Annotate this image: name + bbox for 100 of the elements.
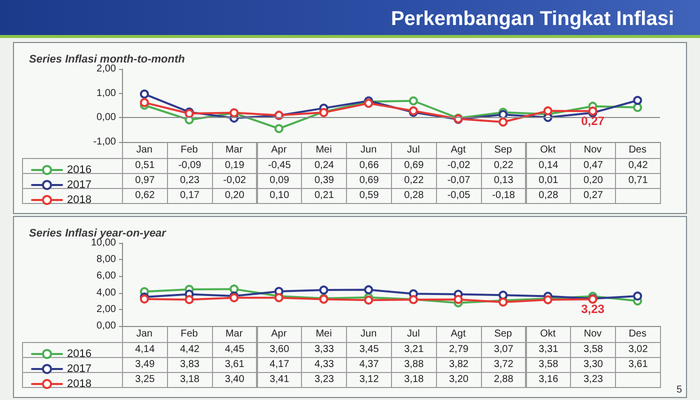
data-label: 4,45	[212, 342, 258, 358]
data-label: 3,20	[436, 372, 482, 388]
legend-label: 2017	[67, 179, 92, 191]
data-label: 0,22	[480, 158, 526, 174]
data-label: 3,40	[212, 372, 258, 388]
data-label: 0,13	[480, 173, 526, 189]
data-label: 3,58	[526, 357, 572, 373]
y-tick-label: 10,00	[90, 238, 116, 248]
data-label: -0,18	[480, 188, 526, 204]
data-label: 3,88	[391, 357, 437, 373]
data-label: 2,79	[436, 342, 482, 358]
legend-label: 2018	[67, 194, 92, 206]
data-label: 3,21	[391, 342, 437, 358]
data-label: 0,28	[526, 188, 572, 204]
data-label: 3,31	[526, 342, 572, 358]
data-label: 0,01	[526, 173, 572, 189]
data-label: 0,51	[122, 158, 168, 174]
data-label: 3,18	[166, 372, 213, 388]
data-label: 0,14	[526, 158, 572, 174]
x-tick-label: Des	[628, 144, 646, 156]
data-label: 3,58	[570, 342, 616, 358]
data-label: -0,05	[436, 188, 482, 204]
data-label: 0,23	[166, 173, 213, 189]
data-label: 0,47	[570, 158, 616, 174]
data-label: 0,71	[615, 173, 661, 189]
data-label: 3,07	[480, 342, 526, 358]
data-label: -0,07	[436, 173, 482, 189]
y-tick-label: 2,00	[96, 304, 116, 315]
data-label: -0,09	[166, 158, 213, 174]
x-tick-label: Jun	[360, 144, 377, 156]
data-label: 0,59	[346, 188, 392, 204]
data-label: 3,45	[346, 342, 392, 358]
data-label: 3,02	[615, 342, 661, 358]
data-label: 0,42	[615, 158, 661, 174]
data-label: 3,12	[346, 372, 392, 388]
legend-label: 2018	[67, 378, 92, 390]
x-tick-label: Agt	[450, 144, 466, 156]
x-tick-label: Jul	[407, 328, 420, 340]
data-label: 0,09	[256, 173, 302, 189]
data-label: 0,10	[256, 188, 302, 204]
y-tick-label: 1,00	[96, 88, 116, 99]
x-tick-label: Nov	[584, 328, 602, 340]
y-tick-label: 4,00	[96, 287, 116, 298]
data-label: -0,45	[256, 158, 302, 174]
data-label: 3,25	[122, 372, 168, 388]
data-label: 3,49	[122, 357, 168, 373]
data-label: 3,33	[301, 342, 348, 358]
x-tick-label: Okt	[540, 144, 556, 156]
chart-title: Perkembangan Tingkat Inflasi	[0, 0, 700, 38]
chart-subtitle: Series Inflasi month-to-month	[29, 54, 186, 66]
data-label: 3,18	[391, 372, 437, 388]
data-label: 0,69	[391, 158, 437, 174]
x-tick-label: Sep	[494, 144, 512, 156]
data-label: 0,27	[570, 188, 616, 204]
data-label: 4,17	[256, 357, 302, 373]
data-label: 3,61	[615, 357, 661, 373]
x-tick-label: Feb	[180, 328, 198, 340]
data-label: 0,19	[212, 158, 258, 174]
data-label: 3,61	[212, 357, 258, 373]
data-label: 4,14	[122, 342, 168, 358]
x-tick-label: Des	[628, 328, 646, 340]
data-label: 3,23	[301, 372, 348, 388]
x-tick-label: Agt	[450, 328, 466, 340]
x-tick-label: Jan	[136, 328, 152, 340]
data-label: 2,88	[480, 372, 526, 388]
data-label: 0,21	[301, 188, 348, 204]
x-tick-label: Okt	[540, 328, 556, 340]
text: 5	[676, 384, 682, 396]
data-label: 0,28	[391, 188, 437, 204]
data-label: 3,41	[256, 372, 302, 388]
x-tick-label: Feb	[180, 144, 198, 156]
y-tick-label: -1,00	[93, 136, 116, 148]
x-tick-label: Apr	[271, 144, 288, 156]
y-tick-label: 2,00	[96, 64, 116, 74]
y-tick-label: 8,00	[96, 254, 116, 266]
data-label: 3,60	[256, 342, 302, 358]
data-label: 4,37	[346, 357, 392, 373]
legend-label: 2016	[67, 164, 92, 176]
annotation: 3,23	[581, 302, 605, 316]
data-label: 3,72	[480, 357, 526, 373]
data-label: 3,30	[570, 357, 616, 373]
x-tick-label: Apr	[271, 328, 288, 340]
data-label: 4,33	[301, 357, 348, 373]
data-label: 0,17	[166, 188, 213, 204]
data-label: 0,97	[122, 173, 168, 189]
x-tick-label: Jun	[360, 328, 377, 340]
y-tick-label: 0,00	[96, 112, 116, 124]
legend-label: 2017	[67, 363, 92, 375]
data-label: 0,20	[570, 173, 616, 189]
data-label: 0,22	[391, 173, 437, 189]
data-label: 4,42	[166, 342, 213, 358]
x-tick-label: Mar	[225, 328, 244, 340]
x-tick-label: Sep	[494, 328, 512, 340]
data-label: -0,02	[212, 173, 258, 189]
data-label: 3,16	[526, 372, 572, 388]
y-tick-label: 0,00	[96, 320, 116, 332]
legend-label: 2016	[67, 348, 92, 360]
x-tick-label: Mei	[316, 328, 332, 340]
data-label: 0,24	[301, 158, 348, 174]
data-label: 0,66	[346, 158, 392, 174]
